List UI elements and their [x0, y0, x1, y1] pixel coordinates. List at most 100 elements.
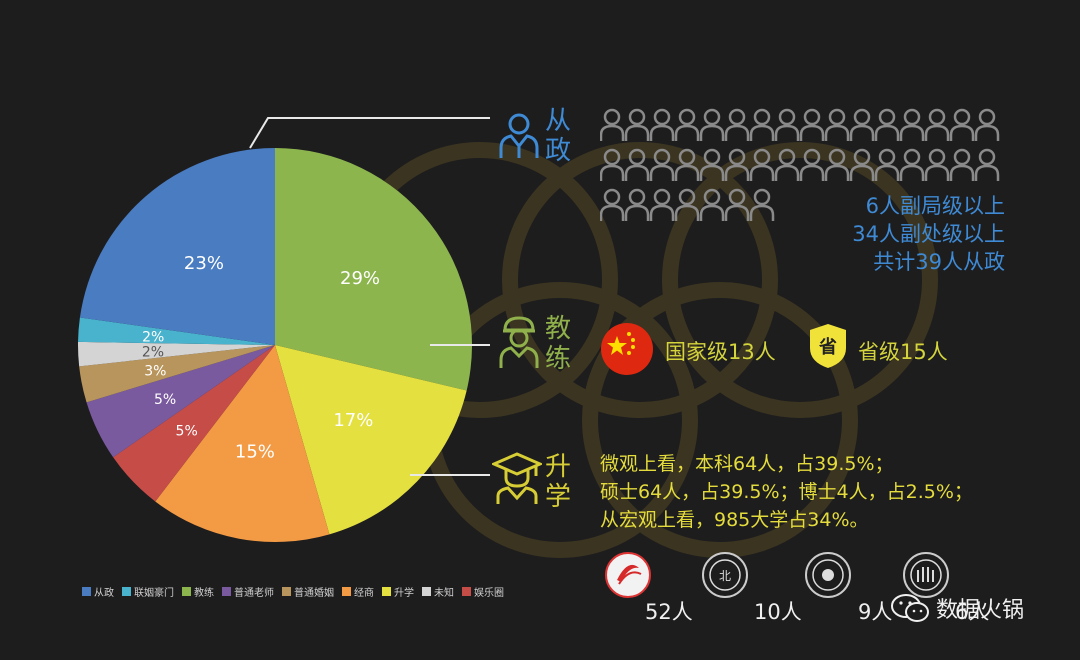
education-stats: 微观上看，本科64人，占39.5%； 硕士64人，占39.5%；博士4人，占2.… — [600, 450, 973, 534]
person-icon — [849, 108, 875, 141]
legend-label: 从政 — [94, 588, 114, 599]
pie-slice-从政 — [79, 148, 275, 345]
legend-swatch — [182, 587, 191, 596]
legend-label: 升学 — [394, 588, 414, 599]
pie-label-联姻豪门: 2% — [142, 330, 164, 346]
pie-slice-娱乐圈 — [113, 345, 275, 502]
pie-label-娱乐圈: 5% — [176, 423, 198, 439]
politics-stats: 6人副局级以上 34人副处级以上 共计39人从政 — [852, 192, 1005, 276]
person-icon — [824, 108, 850, 141]
legend-label: 经商 — [354, 588, 374, 599]
pie-label-经商: 15% — [235, 441, 275, 462]
pie-slice-升学 — [275, 345, 467, 535]
education-label: 升学 — [544, 452, 571, 512]
legend-label: 娱乐圈 — [474, 588, 504, 599]
person-icon — [600, 108, 625, 141]
person-icon — [724, 188, 750, 221]
person-icon — [874, 108, 900, 141]
person-icon — [624, 108, 650, 141]
legend-swatch — [222, 587, 231, 596]
legend-label: 普通婚姻 — [294, 588, 334, 599]
legend-item: 普通老师 — [222, 584, 274, 599]
person-icon — [799, 108, 825, 141]
bsu-count: 52人 — [645, 600, 693, 624]
education-line-2: 硕士64人，占39.5%；博士4人，占2.5%； — [600, 481, 973, 503]
person-icon — [799, 148, 825, 181]
person-icon-grid — [600, 108, 1000, 221]
pie-label-普通婚姻: 3% — [144, 364, 166, 380]
legend-label: 普通老师 — [234, 588, 274, 599]
person-icon — [649, 188, 675, 221]
legend-swatch — [422, 587, 431, 596]
person-icon — [849, 148, 875, 181]
person-icon — [749, 108, 775, 141]
legend-swatch — [342, 587, 351, 596]
person-icon — [924, 108, 950, 141]
person-icon — [699, 148, 725, 181]
politics-stat-1: 6人副局级以上 — [865, 194, 1005, 218]
provincial-shield-icon: 省 — [810, 324, 846, 368]
pie-label-普通老师: 5% — [154, 392, 176, 408]
china-flag-icon — [601, 323, 653, 375]
person-icon — [949, 148, 975, 181]
wechat-icon — [891, 594, 929, 622]
legend-swatch — [382, 587, 391, 596]
university-logo — [903, 552, 949, 598]
chart-legend: 从政 联姻豪门 教练 普通老师 普通婚姻 经商 升学 未知 娱乐圈 — [82, 584, 504, 599]
person-icon — [674, 188, 700, 221]
legend-item: 升学 — [382, 584, 414, 599]
person-icon — [699, 188, 725, 221]
person-icon — [624, 188, 650, 221]
pie-label-教练: 29% — [340, 268, 380, 289]
shield-text: 省 — [818, 336, 837, 358]
provincial-coach-count: 省级15人 — [858, 340, 948, 364]
person-icon — [600, 188, 625, 221]
pie-chart: 29% 17% 15% 5%5% 3% 2%2% 23% — [78, 148, 472, 542]
legend-item: 联姻豪门 — [122, 584, 174, 599]
person-icon — [699, 108, 725, 141]
person-icon — [774, 108, 800, 141]
national-coach-count: 国家级13人 — [665, 340, 776, 364]
graduate-icon — [492, 452, 542, 504]
education-line-1: 微观上看，本科64人，占39.5%； — [600, 453, 894, 475]
pie-slice-未知 — [78, 341, 275, 367]
legend-item: 娱乐圈 — [462, 584, 504, 599]
tsinghua-count: 9人 — [858, 600, 893, 624]
person-icon — [649, 108, 675, 141]
politics-label: 从政 — [544, 106, 571, 166]
person-icon — [899, 108, 925, 141]
coach-label: 教练 — [544, 314, 571, 374]
person-icon — [974, 108, 1000, 141]
person-icon — [974, 148, 1000, 181]
pie-slice-普通老师 — [86, 345, 276, 458]
pie-slice-联姻豪门 — [78, 317, 275, 345]
person-icon — [874, 148, 900, 181]
pie-label-升学: 17% — [333, 410, 373, 431]
pie-slice-普通婚姻 — [79, 345, 275, 403]
background-ring — [662, 142, 938, 418]
legend-label: 教练 — [194, 588, 214, 599]
person-icon — [674, 148, 700, 181]
pku-logo: 北 — [702, 552, 748, 598]
person-icon — [649, 148, 675, 181]
person-icon — [749, 188, 775, 221]
politics-stat-2: 34人副处级以上 — [852, 222, 1005, 246]
legend-item: 教练 — [182, 584, 214, 599]
education-line-3: 从宏观上看，985大学占34%。 — [600, 509, 869, 531]
legend-swatch — [122, 587, 131, 596]
pie-slice-教练 — [275, 148, 472, 391]
person-icon — [774, 148, 800, 181]
person-icon — [824, 148, 850, 181]
legend-label: 未知 — [434, 588, 454, 599]
svg-text:北: 北 — [719, 569, 731, 583]
pku-count: 10人 — [754, 600, 802, 624]
politics-connector — [249, 117, 490, 149]
legend-swatch — [462, 587, 471, 596]
legend-item: 普通婚姻 — [282, 584, 334, 599]
politics-stat-3: 共计39人从政 — [873, 250, 1005, 274]
person-icon — [724, 108, 750, 141]
tsinghua-logo — [805, 552, 851, 598]
watermark-text: 数据火锅 — [936, 598, 1025, 623]
